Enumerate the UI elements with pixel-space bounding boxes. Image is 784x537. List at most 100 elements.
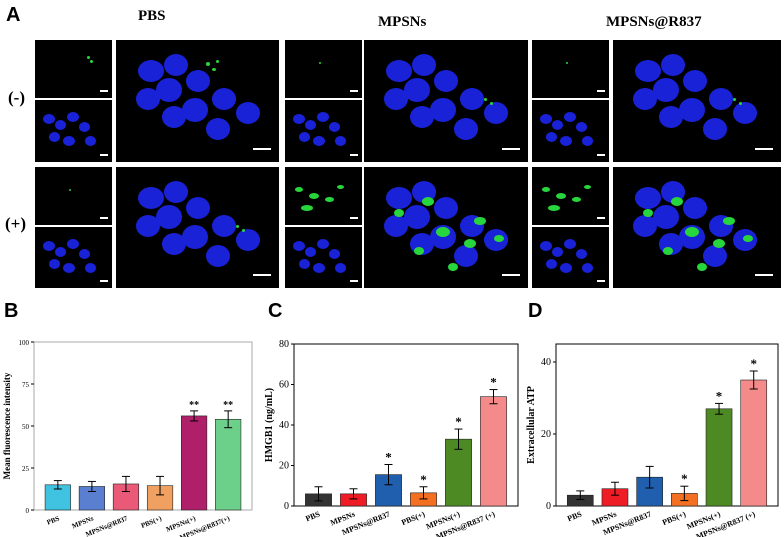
micrograph-green-channel bbox=[35, 40, 112, 98]
nucleus bbox=[564, 239, 576, 249]
micrograph-green-channel bbox=[35, 167, 112, 225]
fluorescence-signal bbox=[556, 193, 566, 199]
fluorescence-signal bbox=[337, 185, 344, 189]
nucleus bbox=[212, 215, 236, 237]
nucleus bbox=[162, 106, 186, 128]
nucleus bbox=[138, 60, 164, 82]
nucleus bbox=[410, 106, 434, 128]
category-label: PBS bbox=[46, 514, 61, 526]
fluorescence-signal bbox=[295, 187, 303, 192]
nucleus bbox=[454, 245, 478, 267]
y-tick-label: 0 bbox=[284, 501, 289, 512]
fluorescence-signal bbox=[566, 62, 568, 64]
scale-bar bbox=[502, 148, 520, 150]
fluorescence-signal bbox=[494, 235, 504, 242]
scale-bar bbox=[100, 217, 108, 219]
nucleus bbox=[560, 263, 572, 273]
nucleus bbox=[186, 70, 210, 92]
scale-bar bbox=[100, 280, 108, 282]
row-label-minus: (-) bbox=[8, 88, 25, 107]
scale-bar bbox=[253, 148, 271, 150]
y-tick-label: 0 bbox=[546, 501, 551, 512]
nucleus bbox=[661, 54, 685, 76]
nucleus bbox=[582, 136, 593, 146]
column-title-pbs: PBS bbox=[138, 8, 166, 24]
nucleus bbox=[552, 120, 563, 130]
significance-mark: * bbox=[716, 388, 723, 403]
fluorescence-signal bbox=[464, 239, 476, 248]
micrograph-merged bbox=[613, 40, 781, 162]
micrograph-merged bbox=[613, 167, 781, 288]
nucleus bbox=[67, 112, 79, 122]
nucleus bbox=[552, 247, 563, 257]
significance-mark: ** bbox=[223, 400, 233, 411]
fluorescence-signal bbox=[723, 217, 735, 225]
nucleus bbox=[162, 233, 186, 255]
category-label: PBS(+) bbox=[140, 514, 164, 530]
y-tick-label: 40 bbox=[541, 357, 551, 368]
nucleus bbox=[582, 263, 593, 273]
nucleus bbox=[212, 88, 236, 110]
fluorescence-signal bbox=[206, 62, 210, 66]
nucleus bbox=[317, 112, 329, 122]
nucleus bbox=[164, 54, 188, 76]
scale-bar bbox=[597, 280, 605, 282]
bar bbox=[480, 396, 507, 507]
panel-c-letter: C bbox=[268, 300, 283, 322]
micrograph-blue-channel bbox=[285, 100, 362, 162]
nucleus bbox=[293, 114, 305, 124]
significance-mark: * bbox=[455, 414, 462, 429]
micrograph-blue-channel bbox=[35, 100, 112, 162]
nucleus bbox=[679, 98, 705, 122]
y-axis-label: HMGB1 (ng/mL) bbox=[264, 388, 275, 462]
nucleus bbox=[79, 122, 90, 132]
micrograph-green-channel bbox=[285, 40, 362, 98]
nucleus bbox=[633, 88, 657, 110]
micrograph-merged bbox=[116, 40, 279, 162]
nucleus bbox=[299, 259, 310, 269]
y-axis-label: Mean fluorescence intensity bbox=[2, 372, 12, 479]
nucleus bbox=[136, 88, 160, 110]
fluorescence-signal bbox=[212, 68, 216, 71]
y-tick-label: 0 bbox=[26, 507, 30, 515]
row-label-plus: (+) bbox=[5, 214, 27, 233]
panel-a-letter: A bbox=[6, 4, 21, 26]
nucleus bbox=[434, 197, 458, 219]
scale-bar bbox=[755, 148, 773, 150]
significance-mark: * bbox=[420, 472, 427, 487]
fluorescence-signal bbox=[743, 235, 753, 242]
y-tick-label: 20 bbox=[279, 461, 289, 472]
nucleus bbox=[156, 205, 182, 229]
fluorescence-signal bbox=[671, 197, 683, 206]
scale-bar bbox=[350, 154, 358, 156]
fluorescence-signal bbox=[697, 263, 707, 271]
scale-bar bbox=[350, 280, 358, 282]
scale-bar bbox=[350, 217, 358, 219]
nucleus bbox=[484, 102, 508, 124]
nucleus bbox=[430, 98, 456, 122]
nucleus bbox=[635, 60, 661, 82]
nucleus bbox=[564, 112, 576, 122]
y-tick-label: 20 bbox=[541, 429, 551, 440]
nucleus bbox=[63, 263, 75, 273]
bar bbox=[375, 474, 402, 507]
category-label: PBS(+) bbox=[400, 509, 426, 527]
nucleus bbox=[79, 249, 90, 259]
fluorescence-signal bbox=[87, 56, 90, 59]
nucleus bbox=[49, 132, 60, 142]
micrograph-blue-channel bbox=[35, 227, 112, 288]
nucleus bbox=[635, 187, 661, 209]
nucleus bbox=[703, 245, 727, 267]
fluorescence-signal bbox=[490, 102, 493, 105]
fluorescence-signal bbox=[394, 209, 404, 217]
nucleus bbox=[653, 205, 679, 229]
nucleus bbox=[136, 215, 160, 237]
micrograph-green-channel bbox=[532, 167, 609, 225]
nucleus bbox=[55, 247, 66, 257]
fluorescence-signal bbox=[325, 197, 334, 202]
nucleus bbox=[313, 263, 325, 273]
significance-mark: ** bbox=[189, 400, 199, 411]
nucleus bbox=[335, 136, 346, 146]
column-title-mpsns: MPSNs bbox=[378, 14, 427, 30]
nucleus bbox=[206, 118, 230, 140]
